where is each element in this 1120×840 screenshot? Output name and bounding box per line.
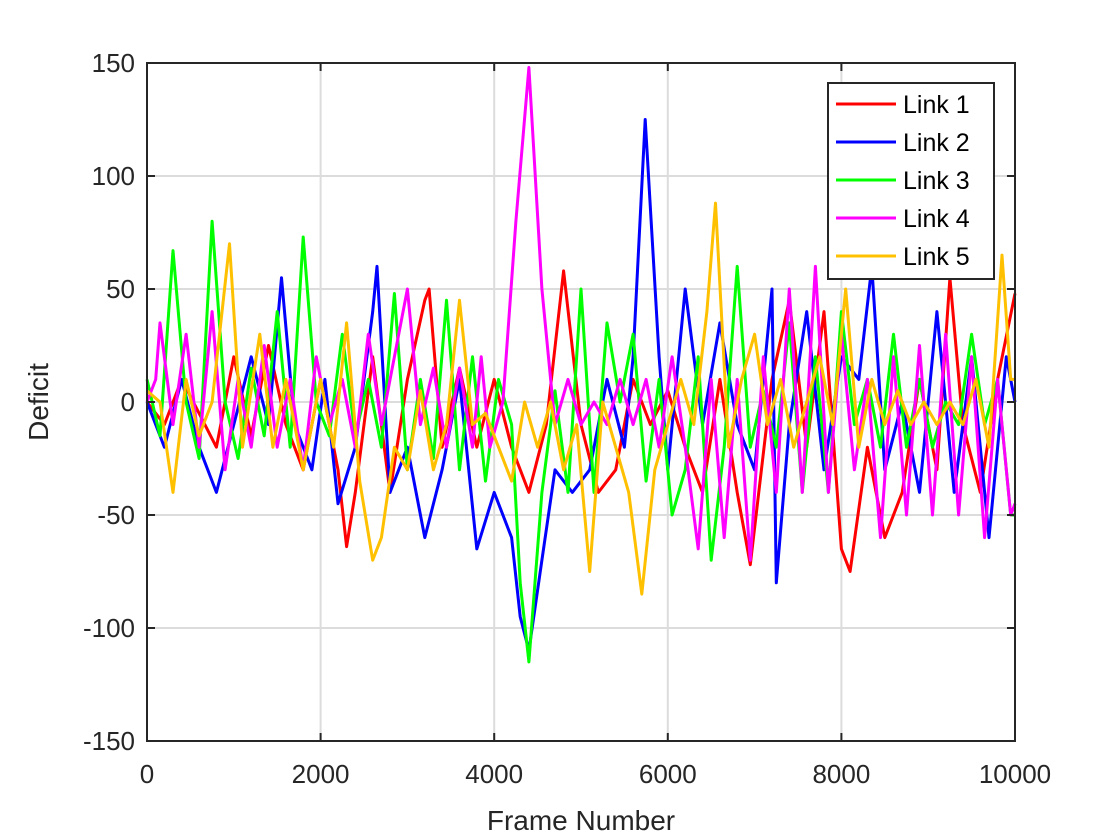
y-tick-labels: -150 -100 -50 0 50 100 150	[83, 48, 135, 756]
series-line-link-3	[145, 219, 1015, 664]
x-tick-label: 10000	[979, 759, 1051, 789]
x-tick-label: 2000	[292, 759, 350, 789]
legend: Link 1 Link 2 Link 3 Link 4 Link 5	[827, 82, 995, 280]
axis-ticks	[146, 62, 1016, 742]
series-line-link-5	[146, 201, 1015, 596]
x-tick-labels: 0 2000 4000 6000 8000 10000	[140, 759, 1051, 789]
y-tick-label: -100	[83, 613, 135, 643]
y-tick-label: 100	[92, 161, 135, 191]
series-layer	[145, 66, 1017, 664]
x-axis-title: Frame Number	[487, 805, 675, 836]
x-tick-label: 6000	[639, 759, 697, 789]
x-tick-label: 4000	[465, 759, 523, 789]
series-line-link-4	[145, 66, 1017, 562]
y-tick-label: 0	[121, 387, 135, 417]
y-tick-label: 150	[92, 48, 135, 78]
y-axis-title: Deficit	[23, 363, 54, 441]
legend-label-link-4: Link 4	[903, 205, 970, 233]
x-tick-label: 8000	[812, 759, 870, 789]
x-tick-label: 0	[140, 759, 154, 789]
legend-label-link-2: Link 2	[903, 129, 970, 157]
legend-label-link-1: Link 1	[903, 91, 970, 119]
series-line-link-2	[145, 118, 1017, 653]
y-tick-label: 50	[106, 274, 135, 304]
legend-label-link-3: Link 3	[903, 167, 970, 195]
legend-label-link-5: Link 5	[903, 243, 970, 271]
y-tick-label: -50	[97, 500, 135, 530]
y-tick-label: -150	[83, 726, 135, 756]
